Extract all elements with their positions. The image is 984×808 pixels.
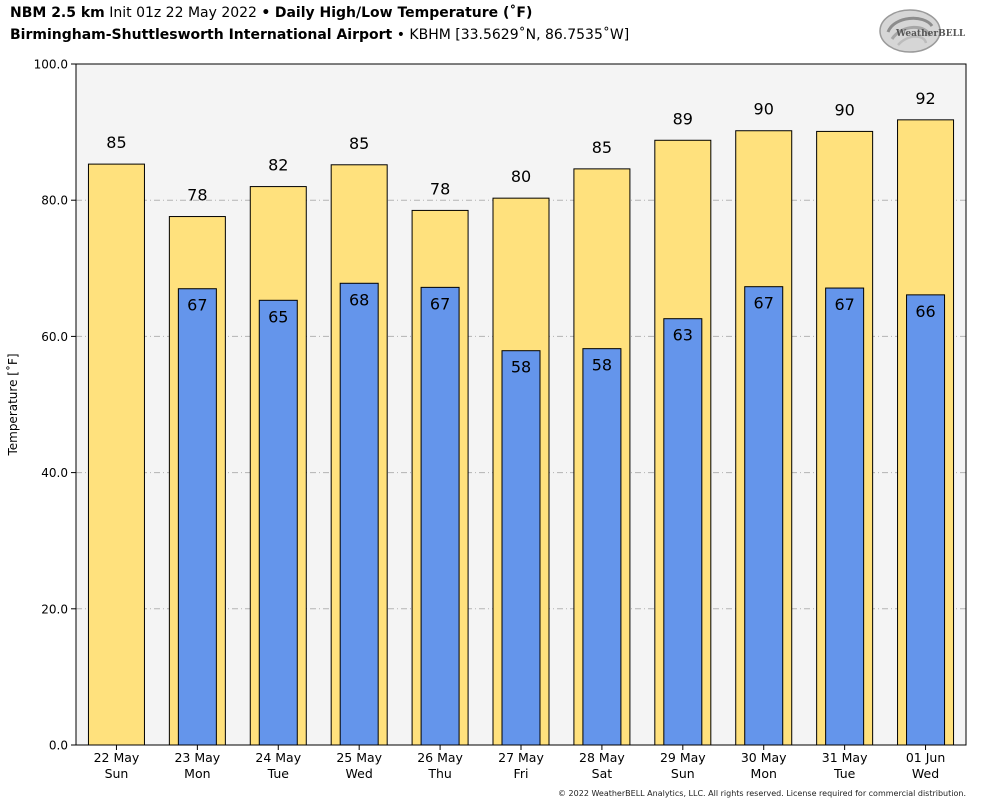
low-value-label: 67 (187, 296, 207, 315)
low-bar (744, 286, 784, 746)
low-value-label: 67 (834, 295, 854, 314)
x-tick-label: 29 May (660, 750, 706, 765)
svg-text:WeatherBELL: WeatherBELL (895, 29, 966, 39)
x-tick-label: Tue (267, 766, 290, 781)
x-tick-label: Sun (105, 766, 129, 781)
station-code: KBHM [33.5629˚N, 86.7535˚W] (409, 27, 630, 43)
low-value-label: 67 (754, 294, 774, 313)
copyright-notice: © 2022 WeatherBELL Analytics, LLC. All r… (558, 789, 966, 798)
x-tick-label: Wed (912, 766, 939, 781)
x-tick-label: Sat (592, 766, 613, 781)
y-tick-label: 60.0 (41, 330, 68, 344)
x-tick-label: Wed (346, 766, 373, 781)
low-bar (501, 350, 541, 746)
x-tick-label: 27 May (498, 750, 544, 765)
product-title: Daily High/Low Temperature (˚F) (274, 5, 533, 21)
x-tick-label: 30 May (741, 750, 787, 765)
high-value-label: 78 (430, 179, 450, 198)
low-bar (177, 288, 217, 746)
x-tick-label: 28 May (579, 750, 625, 765)
high-value-label: 90 (754, 100, 774, 119)
low-value-label: 65 (268, 307, 288, 326)
low-value-label: 58 (511, 358, 531, 377)
high-value-label: 78 (187, 186, 207, 205)
x-tick-label: 31 May (822, 750, 868, 765)
weatherbell-logo: WeatherBELL (879, 9, 966, 53)
high-value-label: 92 (915, 89, 935, 108)
high-bar (87, 163, 145, 746)
low-value-label: 68 (349, 290, 369, 309)
x-tick-label: 25 May (336, 750, 382, 765)
low-bar (906, 294, 946, 746)
x-tick-label: 23 May (174, 750, 220, 765)
low-bar (420, 286, 460, 746)
high-value-label: 82 (268, 156, 288, 175)
y-tick-label: 20.0 (41, 602, 68, 616)
x-tick-label: Tue (833, 766, 856, 781)
high-value-label: 85 (592, 138, 612, 157)
x-tick-label: 22 May (94, 750, 140, 765)
low-value-label: 66 (915, 302, 935, 321)
init-time: Init 01z 22 May 2022 (109, 5, 257, 21)
low-bar (258, 299, 298, 746)
low-value-label: 67 (430, 294, 450, 313)
high-value-label: 80 (511, 167, 531, 186)
plot-frame (75, 63, 967, 746)
x-tick-label: Mon (751, 766, 777, 781)
station-line: Birmingham-Shuttlesworth International A… (10, 27, 629, 43)
x-tick-label: 26 May (417, 750, 463, 765)
high-value-label: 89 (673, 109, 693, 128)
y-tick-label: 0.0 (49, 739, 68, 753)
high-value-label: 85 (106, 133, 126, 152)
x-tick-label: 01 Jun (906, 750, 945, 765)
x-tick-label: 24 May (255, 750, 301, 765)
high-value-label: 85 (349, 134, 369, 153)
chart-title-line: NBM 2.5 km Init 01z 22 May 2022 • Daily … (10, 5, 532, 21)
x-tick-label: Fri (514, 766, 529, 781)
x-tick-label: Mon (184, 766, 210, 781)
y-tick-label: 100.0 (34, 58, 68, 72)
x-tick-label: Sun (671, 766, 695, 781)
bullet-separator-2: • (396, 27, 405, 43)
station-name: Birmingham-Shuttlesworth International A… (10, 27, 393, 43)
y-tick-label: 80.0 (41, 194, 68, 208)
low-value-label: 58 (592, 356, 612, 375)
low-value-label: 63 (673, 326, 693, 345)
low-bar (825, 287, 865, 746)
bullet-separator: • (261, 5, 271, 21)
y-axis-label: Temperature [˚F] (5, 353, 20, 456)
high-value-label: 90 (834, 100, 854, 119)
low-bar (582, 348, 622, 746)
model-name: NBM 2.5 km (10, 5, 105, 21)
low-bar (339, 282, 379, 746)
low-bar (663, 318, 703, 746)
y-tick-label: 40.0 (41, 466, 68, 480)
x-tick-label: Thu (427, 766, 451, 781)
